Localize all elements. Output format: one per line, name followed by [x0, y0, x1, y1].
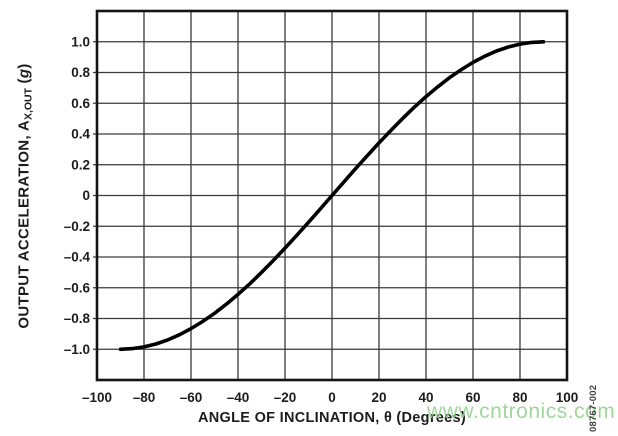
- plot-frame: [95, 9, 569, 382]
- y-tick-label: 1.0: [71, 34, 90, 49]
- y-tick-label: –0.4: [64, 250, 91, 265]
- figure-number: 08767-002: [588, 384, 599, 432]
- y-axis-title: OUTPUT ACCELERATION, AX,OUT (g): [16, 63, 35, 328]
- curve-line: [118, 39, 546, 352]
- x-tick-label: 100: [556, 390, 579, 405]
- y-axis-title-subscript: X,OUT: [22, 87, 35, 121]
- y-tick-label: –0.2: [64, 219, 90, 234]
- y-tick-label: –0.8: [64, 311, 91, 326]
- x-tick-label: 0: [328, 390, 336, 405]
- x-tick-label: 80: [512, 390, 527, 405]
- y-tick-label: 0: [82, 188, 90, 203]
- x-tick-label: 40: [418, 390, 433, 405]
- x-tick-label: –80: [133, 390, 156, 405]
- x-tick-label: 60: [465, 390, 480, 405]
- watermark-text: www.cntronics.com: [427, 400, 616, 423]
- y-tick-label: 0.2: [71, 157, 90, 172]
- y-tick-label: 0.8: [71, 65, 90, 80]
- y-axis-title-paren-open: (: [15, 78, 33, 88]
- y-tick-label: 0.6: [71, 96, 90, 111]
- y-axis-title-g-symbol: g: [15, 68, 33, 79]
- x-tick-label: –40: [227, 390, 250, 405]
- x-tick-label: –20: [274, 390, 297, 405]
- x-tick-label: 20: [371, 390, 386, 405]
- y-tick-label: 0.4: [71, 127, 90, 142]
- x-tick-label: –60: [180, 390, 203, 405]
- y-tick-label: –0.6: [64, 280, 91, 295]
- y-axis-title-paren-close: ): [15, 63, 33, 69]
- x-axis-title: ANGLE OF INCLINATION, θ (Degrees): [197, 410, 466, 426]
- x-tick-label: –100: [82, 390, 112, 405]
- y-axis-title-text: OUTPUT ACCELERATION, A: [15, 120, 33, 329]
- y-tick-label: –1.0: [64, 342, 90, 357]
